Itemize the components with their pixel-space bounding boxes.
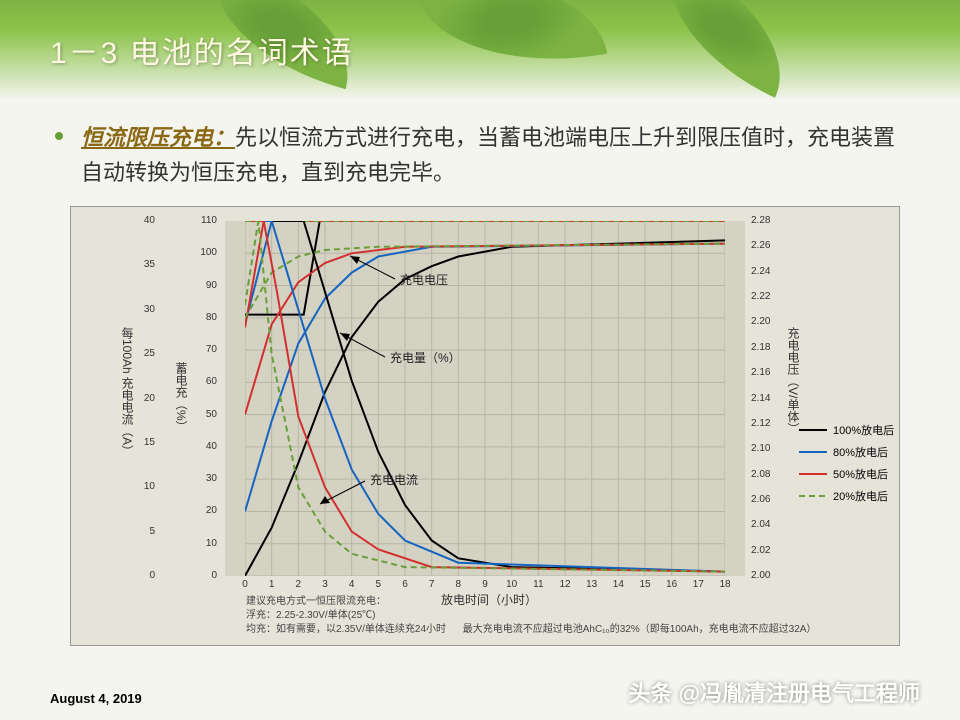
note-line: 建议充电方式一恒压限流充电：: [246, 595, 816, 609]
chart-notes: 建议充电方式一恒压限流充电： 浮充：2.25-2.30V/单体(25℃) 均充：…: [246, 595, 816, 637]
footer-date: August 4, 2019: [50, 691, 142, 706]
term-label: 恒流限压充电：: [81, 125, 235, 150]
legend-item: 80%放电后: [799, 444, 894, 460]
note-line: 最大充电电流不应超过电池AhC₁₀的32%（即每100Ah，充电电流不应超过32…: [463, 624, 817, 635]
watermark: 头条 @冯胤清注册电气工程师: [628, 676, 920, 708]
legend-item: 20%放电后: [799, 488, 894, 504]
annot-current: 充电电流: [370, 471, 418, 488]
bullet-item: 恒流限压充电：先以恒流方式进行充电，当蓄电池端电压上升到限压值时，充电装置自动转…: [55, 120, 905, 190]
bullet-text: 恒流限压充电：先以恒流方式进行充电，当蓄电池端电压上升到限压值时，充电装置自动转…: [81, 120, 905, 190]
note-line: 均充：如有需要，以2.35V/单体连续充24小时: [246, 624, 446, 635]
slide-content: 恒流限压充电：先以恒流方式进行充电，当蓄电池端电压上升到限压值时，充电装置自动转…: [0, 120, 960, 208]
legend-item: 50%放电后: [799, 466, 894, 482]
y-axis-charge-title: 蓄电充（%）: [173, 362, 190, 433]
bullet-dot-icon: [55, 132, 63, 140]
charging-chart: 充电电压 充电量（%） 充电电流 05101520253035400102030…: [70, 206, 900, 646]
slide-title: 1－3 电池的名词术语: [50, 28, 354, 72]
annot-voltage: 充电电压: [400, 271, 448, 288]
legend: 100%放电后 80%放电后 50%放电后 20%放电后: [799, 422, 894, 510]
legend-item: 100%放电后: [799, 422, 894, 438]
note-line: 浮充：2.25-2.30V/单体(25℃): [246, 609, 816, 623]
y-axis-voltage-title: 充电电压（V/单体）: [785, 327, 802, 434]
annot-charge: 充电量（%）: [390, 349, 461, 366]
y-axis-current-title: 每100Ah 充电电流（A）: [119, 327, 136, 457]
plot-area: 充电电压 充电量（%） 充电电流: [245, 221, 725, 576]
plot-svg: [245, 221, 725, 576]
